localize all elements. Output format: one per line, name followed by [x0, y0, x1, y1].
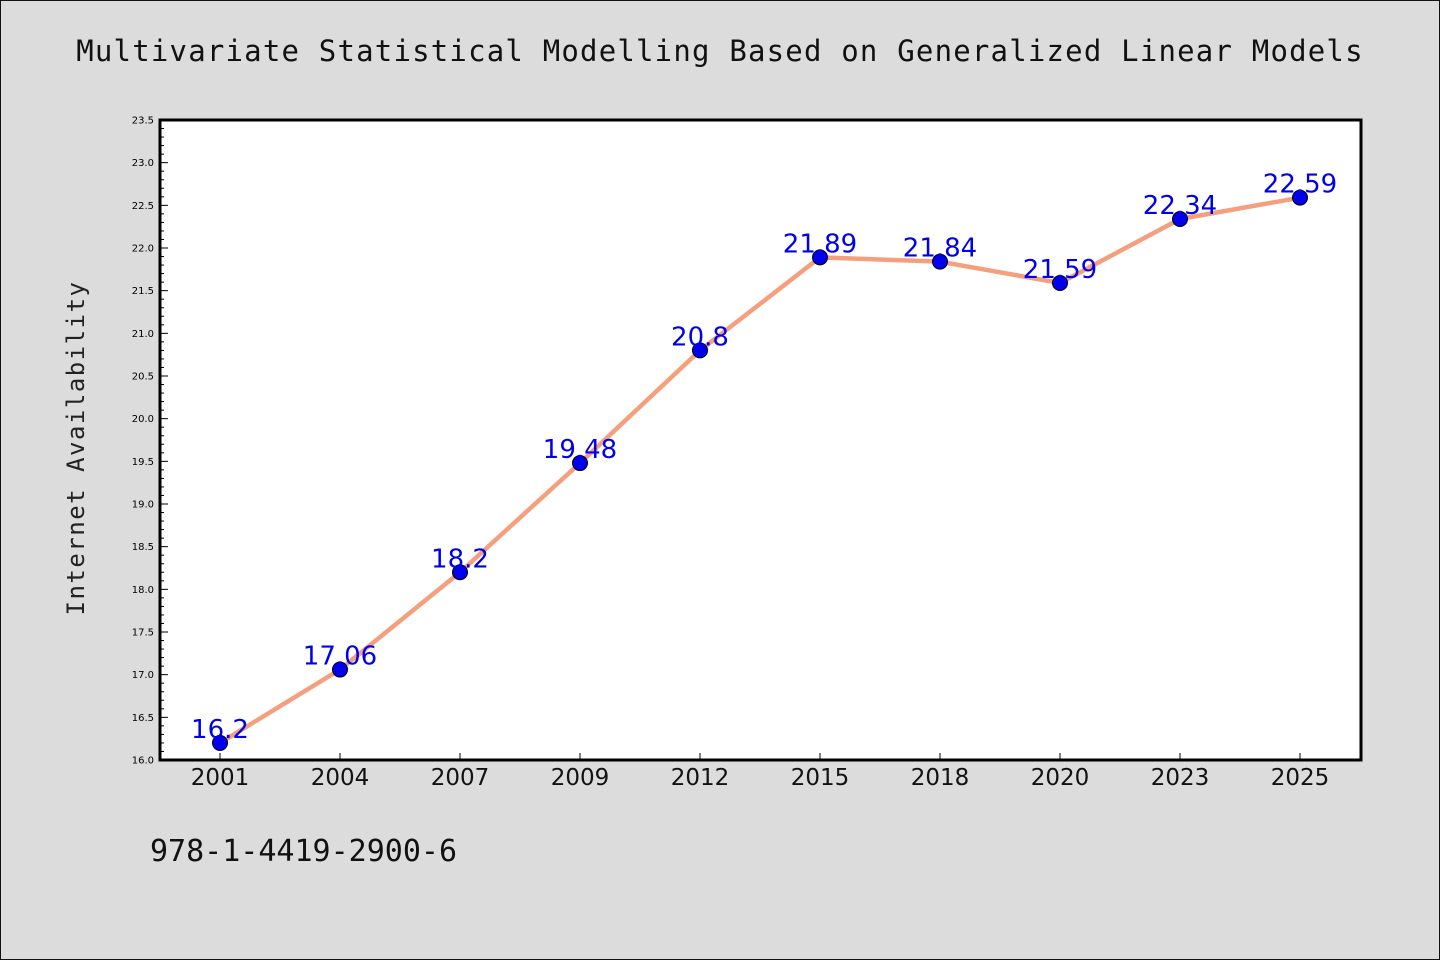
data-labels: 16.2 17.06 18.2 19.48 20.8 21.89 21.84 21.59 22.…: [191, 170, 1337, 745]
data-label: 21.59: [1023, 255, 1097, 285]
x-tick-label: 2012: [671, 765, 730, 791]
y-tick-label: 17.5: [132, 628, 154, 639]
isbn-text: 978-1-4419-2900-6: [150, 834, 458, 869]
x-tick-label: 2018: [911, 765, 970, 791]
data-point: [332, 661, 348, 678]
x-tick-label: 2020: [1031, 765, 1090, 791]
x-tick-label: 2015: [791, 765, 850, 791]
y-tick-label: 20.5: [132, 372, 154, 383]
data-point: [692, 342, 708, 359]
data-label: 19.48: [543, 435, 617, 465]
x-tick-label: 2025: [1271, 765, 1330, 791]
y-tick-label: 22.5: [132, 201, 154, 212]
y-tick-label: 18.5: [132, 542, 154, 553]
data-point: [212, 734, 228, 751]
data-point: [452, 564, 468, 581]
data-point: [572, 455, 588, 472]
y-tick-label: 19.5: [132, 457, 154, 468]
x-axis-ticks: 2001 2004 2007 2009 2012 2015 2018 2020 2023 2025: [191, 753, 1330, 791]
data-label: 20.8: [671, 322, 729, 352]
y-tick-label: 19.0: [132, 500, 154, 511]
y-tick-label: 21.0: [132, 329, 154, 340]
data-point: [1172, 210, 1188, 227]
x-tick-label: 2007: [431, 765, 490, 791]
y-tick-label: 16.0: [132, 756, 154, 767]
series-line: [217, 195, 1303, 746]
y-tick-label: 20.0: [132, 414, 154, 425]
data-label: 17.06: [303, 642, 377, 672]
y-tick-label: 21.5: [132, 286, 154, 297]
data-label: 21.89: [783, 229, 857, 259]
y-tick-label: 16.5: [132, 713, 154, 724]
y-tick-label: 18.0: [132, 585, 154, 596]
data-markers: [212, 189, 1308, 751]
data-label: 22.34: [1143, 191, 1217, 221]
x-tick-label: 2004: [311, 765, 370, 791]
data-point: [932, 253, 948, 270]
data-label: 16.2: [191, 715, 249, 745]
data-label: 22.59: [1263, 170, 1337, 200]
chart-title: Multivariate Statistical Modelling Based…: [76, 34, 1364, 68]
data-label: 18.2: [431, 544, 489, 574]
y-tick-label: 23.5: [132, 116, 154, 127]
y-axis-ticks: 16.0 16.5 17.0 17.5 18.0 18.5 19.0 19.5 20.0 20.5…: [132, 116, 168, 767]
x-tick-label: 2001: [191, 765, 250, 791]
y-tick-label: 17.0: [132, 670, 154, 681]
y-tick-label: 22.0: [132, 244, 154, 255]
data-point: [1292, 189, 1308, 206]
y-tick-label: 23.0: [132, 158, 154, 169]
data-point: [812, 249, 828, 266]
data-label: 21.84: [903, 234, 977, 264]
x-tick-label: 2009: [551, 765, 610, 791]
x-tick-label: 2023: [1151, 765, 1210, 791]
data-point: [1052, 274, 1068, 291]
